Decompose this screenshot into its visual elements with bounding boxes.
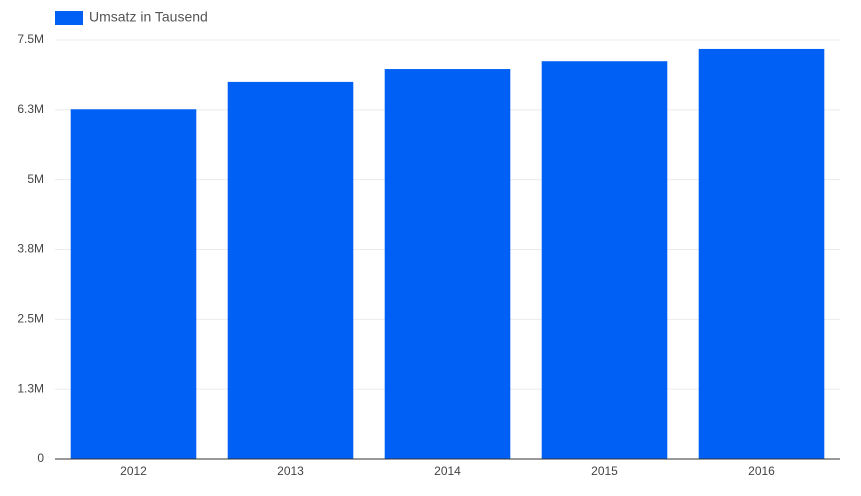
y-tick-label: 7.5M	[17, 32, 44, 46]
bar	[698, 48, 825, 460]
legend-label: Umsatz in Tausend	[89, 9, 208, 25]
y-tick-label: 2.5M	[17, 312, 44, 326]
x-tick-label: 2013	[277, 464, 304, 478]
bar	[227, 81, 354, 460]
y-tick-label: 1.3M	[17, 381, 44, 395]
bar	[384, 69, 511, 460]
y-tick-label: 5M	[27, 172, 44, 186]
x-tick-label: 2015	[591, 464, 618, 478]
bar	[70, 109, 197, 460]
y-tick-label: 0	[37, 451, 44, 465]
legend-swatch	[55, 11, 83, 25]
x-tick-label: 2014	[434, 464, 461, 478]
y-tick-label: 6.3M	[17, 102, 44, 116]
x-tick-label: 2016	[748, 464, 775, 478]
bar	[541, 61, 668, 459]
x-tick-label: 2012	[120, 464, 147, 478]
y-tick-label: 3.8M	[17, 242, 44, 256]
